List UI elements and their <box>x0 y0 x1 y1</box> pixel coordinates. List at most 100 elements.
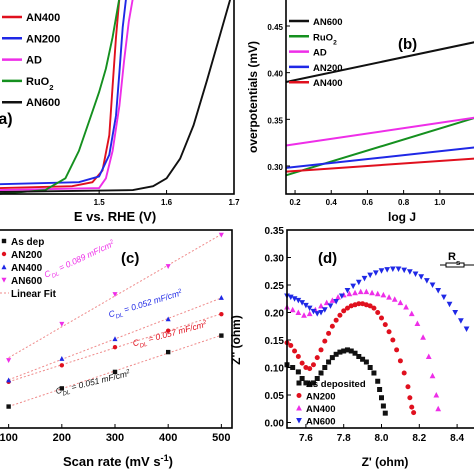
y-tick-label: 0.30 <box>267 163 283 172</box>
x-tick-label: 1.6 <box>161 198 173 207</box>
data-point <box>408 310 415 317</box>
data-point <box>411 410 417 416</box>
data-point <box>389 266 396 273</box>
legend-label: AD <box>313 48 327 59</box>
legend-label: AN200 <box>313 63 343 74</box>
y-tick-label: 0.00 <box>265 419 285 430</box>
series-line-an200 <box>285 146 474 169</box>
data-point <box>395 266 402 273</box>
x-tick-label: 8.4 <box>450 433 464 444</box>
data-point <box>295 309 302 315</box>
data-point <box>338 293 345 299</box>
legend-label: AN200 <box>26 33 60 45</box>
data-point <box>409 404 415 410</box>
data-point <box>360 301 366 307</box>
data-point <box>352 350 358 356</box>
data-point <box>299 360 305 366</box>
data-point <box>333 351 339 357</box>
data-point <box>361 275 368 282</box>
x-tick-label: 300 <box>106 432 124 444</box>
legend-label: AN400 <box>313 78 343 89</box>
data-point <box>218 232 224 238</box>
data-point <box>412 271 419 277</box>
data-point <box>371 370 377 376</box>
data-point <box>165 316 171 322</box>
data-point <box>219 311 224 317</box>
data-point <box>352 289 358 296</box>
data-point <box>310 308 317 315</box>
data-point <box>165 328 171 333</box>
data-point <box>327 303 334 309</box>
x-tick-label: 0.2 <box>289 198 301 207</box>
data-point <box>310 380 316 386</box>
series-line-an400 <box>285 157 474 173</box>
series-line-an200 <box>0 0 127 186</box>
data-point <box>367 272 374 279</box>
series-line-an400 <box>0 0 121 189</box>
data-point <box>112 336 118 342</box>
x-tick-label: 100 <box>0 432 18 444</box>
data-point <box>322 365 328 370</box>
data-point <box>322 338 328 344</box>
data-point <box>374 290 381 297</box>
data-point <box>346 290 353 297</box>
data-point <box>292 348 298 354</box>
data-point <box>290 365 296 370</box>
data-point <box>429 372 436 379</box>
data-point <box>403 304 409 310</box>
legend-label: AN600 <box>306 417 336 428</box>
x-tick-label: 7.6 <box>299 433 313 444</box>
data-point <box>375 310 381 315</box>
series-line-ruo2 <box>285 117 474 177</box>
data-point <box>435 405 442 412</box>
series-line-ruo2 <box>0 0 121 195</box>
data-point <box>401 370 407 376</box>
data-point <box>407 395 413 401</box>
data-point <box>318 347 324 353</box>
legend-label: RuO2 <box>313 32 337 46</box>
y-tick-label: 0.45 <box>267 23 283 32</box>
legend-label: AN200 <box>306 392 336 403</box>
data-point <box>401 267 408 274</box>
legend-label: AN600 <box>11 276 43 287</box>
data-point <box>218 295 224 300</box>
x-tick-label: 1.5 <box>94 198 106 207</box>
x-tick-label: 0.8 <box>398 198 410 207</box>
data-point <box>375 378 381 384</box>
x-tick-label: 1.7 <box>228 198 240 207</box>
data-point <box>380 403 386 409</box>
series-line-ad <box>285 116 474 147</box>
data-point <box>386 294 392 300</box>
panel-a: 1.5 1.6 1.7 E vs. RHE (V) (a) AN400 AN200 AD RuO… <box>0 0 240 224</box>
panel-c: 100 200 300 400 500 Scan rate (mV s-1) (c) As d… <box>0 229 233 469</box>
y-tick-label: 0.25 <box>265 281 285 292</box>
x-tick-label: 1.0 <box>434 198 446 207</box>
legend-label: As dep <box>11 237 44 248</box>
data-point <box>377 387 383 392</box>
data-point <box>303 380 309 386</box>
data-point <box>344 288 351 294</box>
data-point <box>382 410 388 416</box>
data-point <box>321 307 328 313</box>
data-point <box>295 369 301 375</box>
data-point <box>397 358 403 364</box>
data-point <box>303 365 309 370</box>
data-point <box>348 303 354 309</box>
data-point <box>318 310 324 316</box>
data-point <box>6 404 11 409</box>
data-point <box>299 376 305 381</box>
data-point <box>307 382 313 388</box>
legend-marker <box>296 393 302 398</box>
data-point <box>414 320 421 326</box>
legend-label: As deposited <box>306 379 366 390</box>
data-point <box>59 386 65 391</box>
data-point <box>326 359 332 365</box>
panel-label: (d) <box>318 250 337 267</box>
data-point <box>344 305 350 311</box>
data-point <box>367 303 373 309</box>
legend-label: Linear Fit <box>11 289 57 300</box>
data-point <box>344 347 350 353</box>
series-line-an600 <box>0 0 232 193</box>
data-point <box>420 334 426 340</box>
